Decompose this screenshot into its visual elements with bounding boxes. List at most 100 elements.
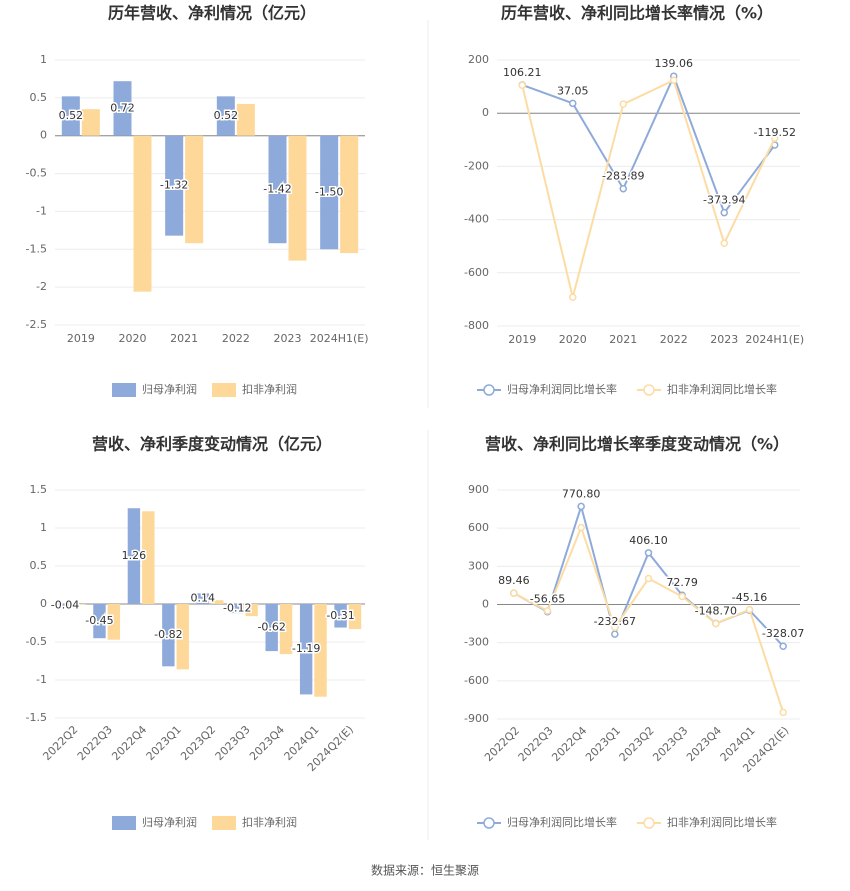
- y-tick-label: -2.5: [26, 318, 47, 331]
- x-tick-label: 2022: [660, 333, 688, 346]
- point: [771, 134, 779, 142]
- chart-title: 营收、净利同比增长率季度变动情况（%）: [485, 435, 789, 454]
- chart-title: 营收、净利季度变动情况（亿元）: [92, 435, 332, 454]
- legend-label[interactable]: 扣非净利润同比增长率: [667, 382, 777, 396]
- x-tick-label: 2023: [710, 333, 738, 346]
- point: [518, 81, 526, 90]
- data-label: -0.82: [154, 628, 182, 641]
- bar: [185, 135, 204, 244]
- point: [510, 589, 518, 597]
- legend-swatch[interactable]: [483, 817, 495, 829]
- bar: [113, 81, 132, 136]
- data-label: -0.45: [85, 614, 113, 627]
- y-tick-label: -1.5: [26, 711, 47, 724]
- data-label: -119.52: [754, 126, 796, 139]
- point: [644, 549, 653, 557]
- bar: [236, 103, 255, 136]
- x-tick-label: 2022Q4: [109, 723, 149, 763]
- point: [577, 502, 585, 511]
- x-tick-label: 2019: [67, 332, 95, 345]
- data-label: -45.16: [732, 591, 767, 604]
- data-label: -1.19: [292, 642, 320, 655]
- y-tick-label: -0.5: [26, 167, 47, 180]
- y-tick-label: -800: [464, 319, 489, 332]
- legend-label[interactable]: 归母净利润同比增长率: [507, 382, 617, 396]
- x-tick-label: 2020: [119, 332, 147, 345]
- line: [521, 73, 776, 215]
- x-tick-label: 2022Q3: [75, 723, 115, 763]
- x-tick-label: 2022Q3: [516, 724, 556, 764]
- legend-label[interactable]: 归母净利润: [142, 382, 197, 396]
- bar: [127, 508, 141, 604]
- x-tick-label: 2023: [274, 332, 302, 345]
- bar: [299, 604, 313, 695]
- point: [619, 184, 627, 193]
- point: [712, 619, 720, 628]
- bar: [61, 96, 80, 136]
- y-tick-label: 1: [40, 521, 47, 534]
- data-label: 0.72: [110, 101, 135, 114]
- y-tick-label: -600: [464, 674, 489, 687]
- data-label: 106.21: [503, 66, 542, 79]
- data-label: -0.31: [326, 609, 354, 622]
- y-tick-label: -300: [464, 636, 489, 649]
- data-label: 1.26: [122, 549, 147, 562]
- data-label: -1.42: [263, 182, 291, 195]
- legend-label[interactable]: 归母净利润: [142, 815, 197, 829]
- bar: [231, 604, 244, 614]
- bar: [211, 600, 224, 604]
- legend-label[interactable]: 扣非净利润同比增长率: [667, 815, 777, 829]
- data-label: -148.70: [695, 604, 737, 617]
- y-tick-label: 1: [40, 53, 47, 66]
- bar: [334, 604, 347, 628]
- legend-label[interactable]: 扣非净利润: [242, 382, 297, 396]
- legend-swatch[interactable]: [483, 384, 495, 396]
- bar: [73, 604, 86, 605]
- x-tick-label: 2021: [170, 332, 198, 345]
- y-tick-label: 300: [468, 559, 489, 572]
- legend-swatch[interactable]: [643, 384, 655, 396]
- x-tick-label: 2019: [508, 333, 536, 346]
- bar: [93, 604, 106, 639]
- legend-swatch[interactable]: [212, 383, 236, 397]
- x-tick-label: 2022Q2: [40, 723, 80, 763]
- bar: [216, 96, 235, 136]
- point: [543, 607, 552, 615]
- data-label: 72.79: [666, 576, 698, 589]
- y-tick-label: -200: [464, 159, 489, 172]
- data-label: 139.06: [655, 57, 694, 70]
- x-tick-label: 2023Q1: [144, 723, 184, 763]
- bar: [58, 604, 72, 608]
- point: [745, 605, 754, 614]
- bar: [265, 604, 278, 652]
- legend-swatch[interactable]: [212, 816, 236, 830]
- y-tick-label: -0.5: [26, 635, 47, 648]
- legend-label[interactable]: 扣非净利润: [242, 815, 297, 829]
- bar: [245, 604, 258, 617]
- data-label: -373.94: [703, 194, 745, 207]
- bar: [176, 604, 189, 670]
- point: [611, 630, 619, 638]
- legend-swatch[interactable]: [643, 817, 655, 829]
- legend-label[interactable]: 归母净利润同比增长率: [507, 815, 617, 829]
- data-label: 0.52: [59, 109, 84, 122]
- data-label: 770.80: [562, 487, 601, 500]
- y-tick-label: -600: [464, 266, 489, 279]
- legend-swatch[interactable]: [112, 383, 136, 397]
- bar: [133, 135, 152, 292]
- bar: [142, 511, 155, 604]
- y-tick-label: -1.5: [26, 242, 47, 255]
- data-label: -328.07: [762, 627, 804, 640]
- x-tick-label: 2023Q4: [684, 724, 724, 764]
- y-tick-label: 0: [40, 597, 47, 610]
- point: [670, 76, 678, 84]
- x-tick-label: 2020: [559, 333, 587, 346]
- y-tick-label: 1.5: [30, 483, 48, 496]
- x-tick-label: 2024H1(E): [745, 333, 804, 346]
- data-label: 0.52: [214, 109, 239, 122]
- y-tick-label: 0: [482, 106, 489, 119]
- data-label: -232.67: [594, 615, 636, 628]
- legend-swatch[interactable]: [112, 816, 136, 830]
- bar: [107, 604, 121, 640]
